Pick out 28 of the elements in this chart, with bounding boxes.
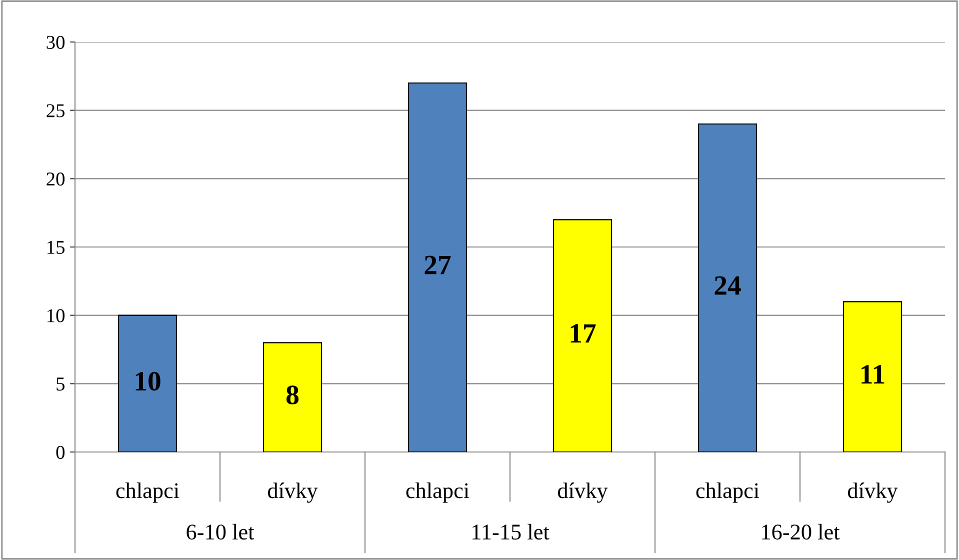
y-tick-label: 20 bbox=[46, 172, 65, 186]
data-label: 10 bbox=[136, 372, 160, 391]
y-tick-label: 15 bbox=[48, 240, 65, 254]
x-tick-label: chlapci bbox=[406, 482, 470, 503]
y-tick-label: 5 bbox=[56, 378, 65, 391]
y-tick-label: 30 bbox=[46, 36, 65, 49]
x-tick-label: dívky bbox=[268, 482, 318, 503]
x-tick-label: dívky bbox=[848, 482, 898, 503]
x-tick-label: dívky bbox=[558, 482, 608, 503]
text: 6-10 let bbox=[186, 524, 254, 540]
data-label: 24 bbox=[714, 276, 741, 295]
data-label: 27 bbox=[424, 256, 451, 274]
text: 16-20 let bbox=[762, 524, 840, 540]
x-tick-label: chlapci bbox=[696, 482, 760, 503]
bar bbox=[118, 314, 178, 452]
text: 11-15 let bbox=[472, 524, 550, 540]
bar bbox=[552, 219, 612, 452]
bar bbox=[408, 82, 468, 452]
bar bbox=[262, 342, 322, 452]
data-label: 11 bbox=[862, 365, 884, 384]
data-label: 17 bbox=[570, 324, 596, 343]
y-tick-label: 10 bbox=[48, 309, 65, 322]
bar bbox=[698, 123, 758, 452]
y-tick-label: 0 bbox=[56, 446, 65, 459]
bar bbox=[842, 301, 902, 452]
x-tick-label: chlapci bbox=[116, 482, 180, 503]
data-label: 8 bbox=[286, 386, 299, 404]
y-tick-label: 25 bbox=[46, 104, 65, 118]
